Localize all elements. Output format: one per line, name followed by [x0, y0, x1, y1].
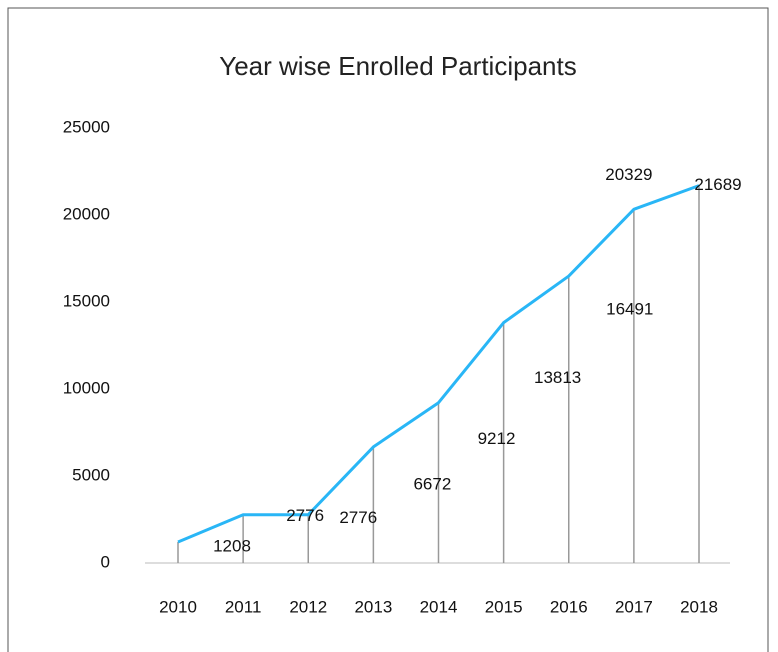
data-label: 9212	[478, 429, 516, 448]
data-label: 16491	[606, 300, 653, 319]
data-label: 13813	[534, 368, 581, 387]
y-tick-label: 20000	[63, 204, 110, 223]
x-tick-label: 2016	[550, 597, 588, 616]
data-label: 21689	[694, 175, 741, 194]
y-tick-label: 10000	[63, 378, 110, 397]
y-tick-label: 0	[101, 552, 110, 571]
data-label: 6672	[413, 474, 451, 493]
x-tick-label: 2017	[615, 597, 653, 616]
x-tick-label: 2013	[354, 597, 392, 616]
x-tick-label: 2011	[225, 597, 262, 616]
y-tick-label: 5000	[72, 465, 110, 484]
data-label: 2776	[286, 506, 324, 525]
y-tick-label: 25000	[63, 117, 110, 136]
data-label: 2776	[339, 508, 377, 527]
x-tick-label: 2018	[680, 597, 718, 616]
chart-title: Year wise Enrolled Participants	[219, 51, 576, 81]
frame	[7, 7, 769, 652]
data-label: 20329	[605, 165, 652, 184]
y-tick-label: 15000	[63, 291, 110, 310]
data-label: 1208	[213, 536, 251, 555]
x-tick-label: 2014	[420, 597, 458, 616]
x-tick-label: 2012	[289, 597, 327, 616]
x-tick-label: 2015	[485, 597, 523, 616]
x-tick-label: 2010	[159, 597, 197, 616]
series-line	[177, 184, 700, 544]
